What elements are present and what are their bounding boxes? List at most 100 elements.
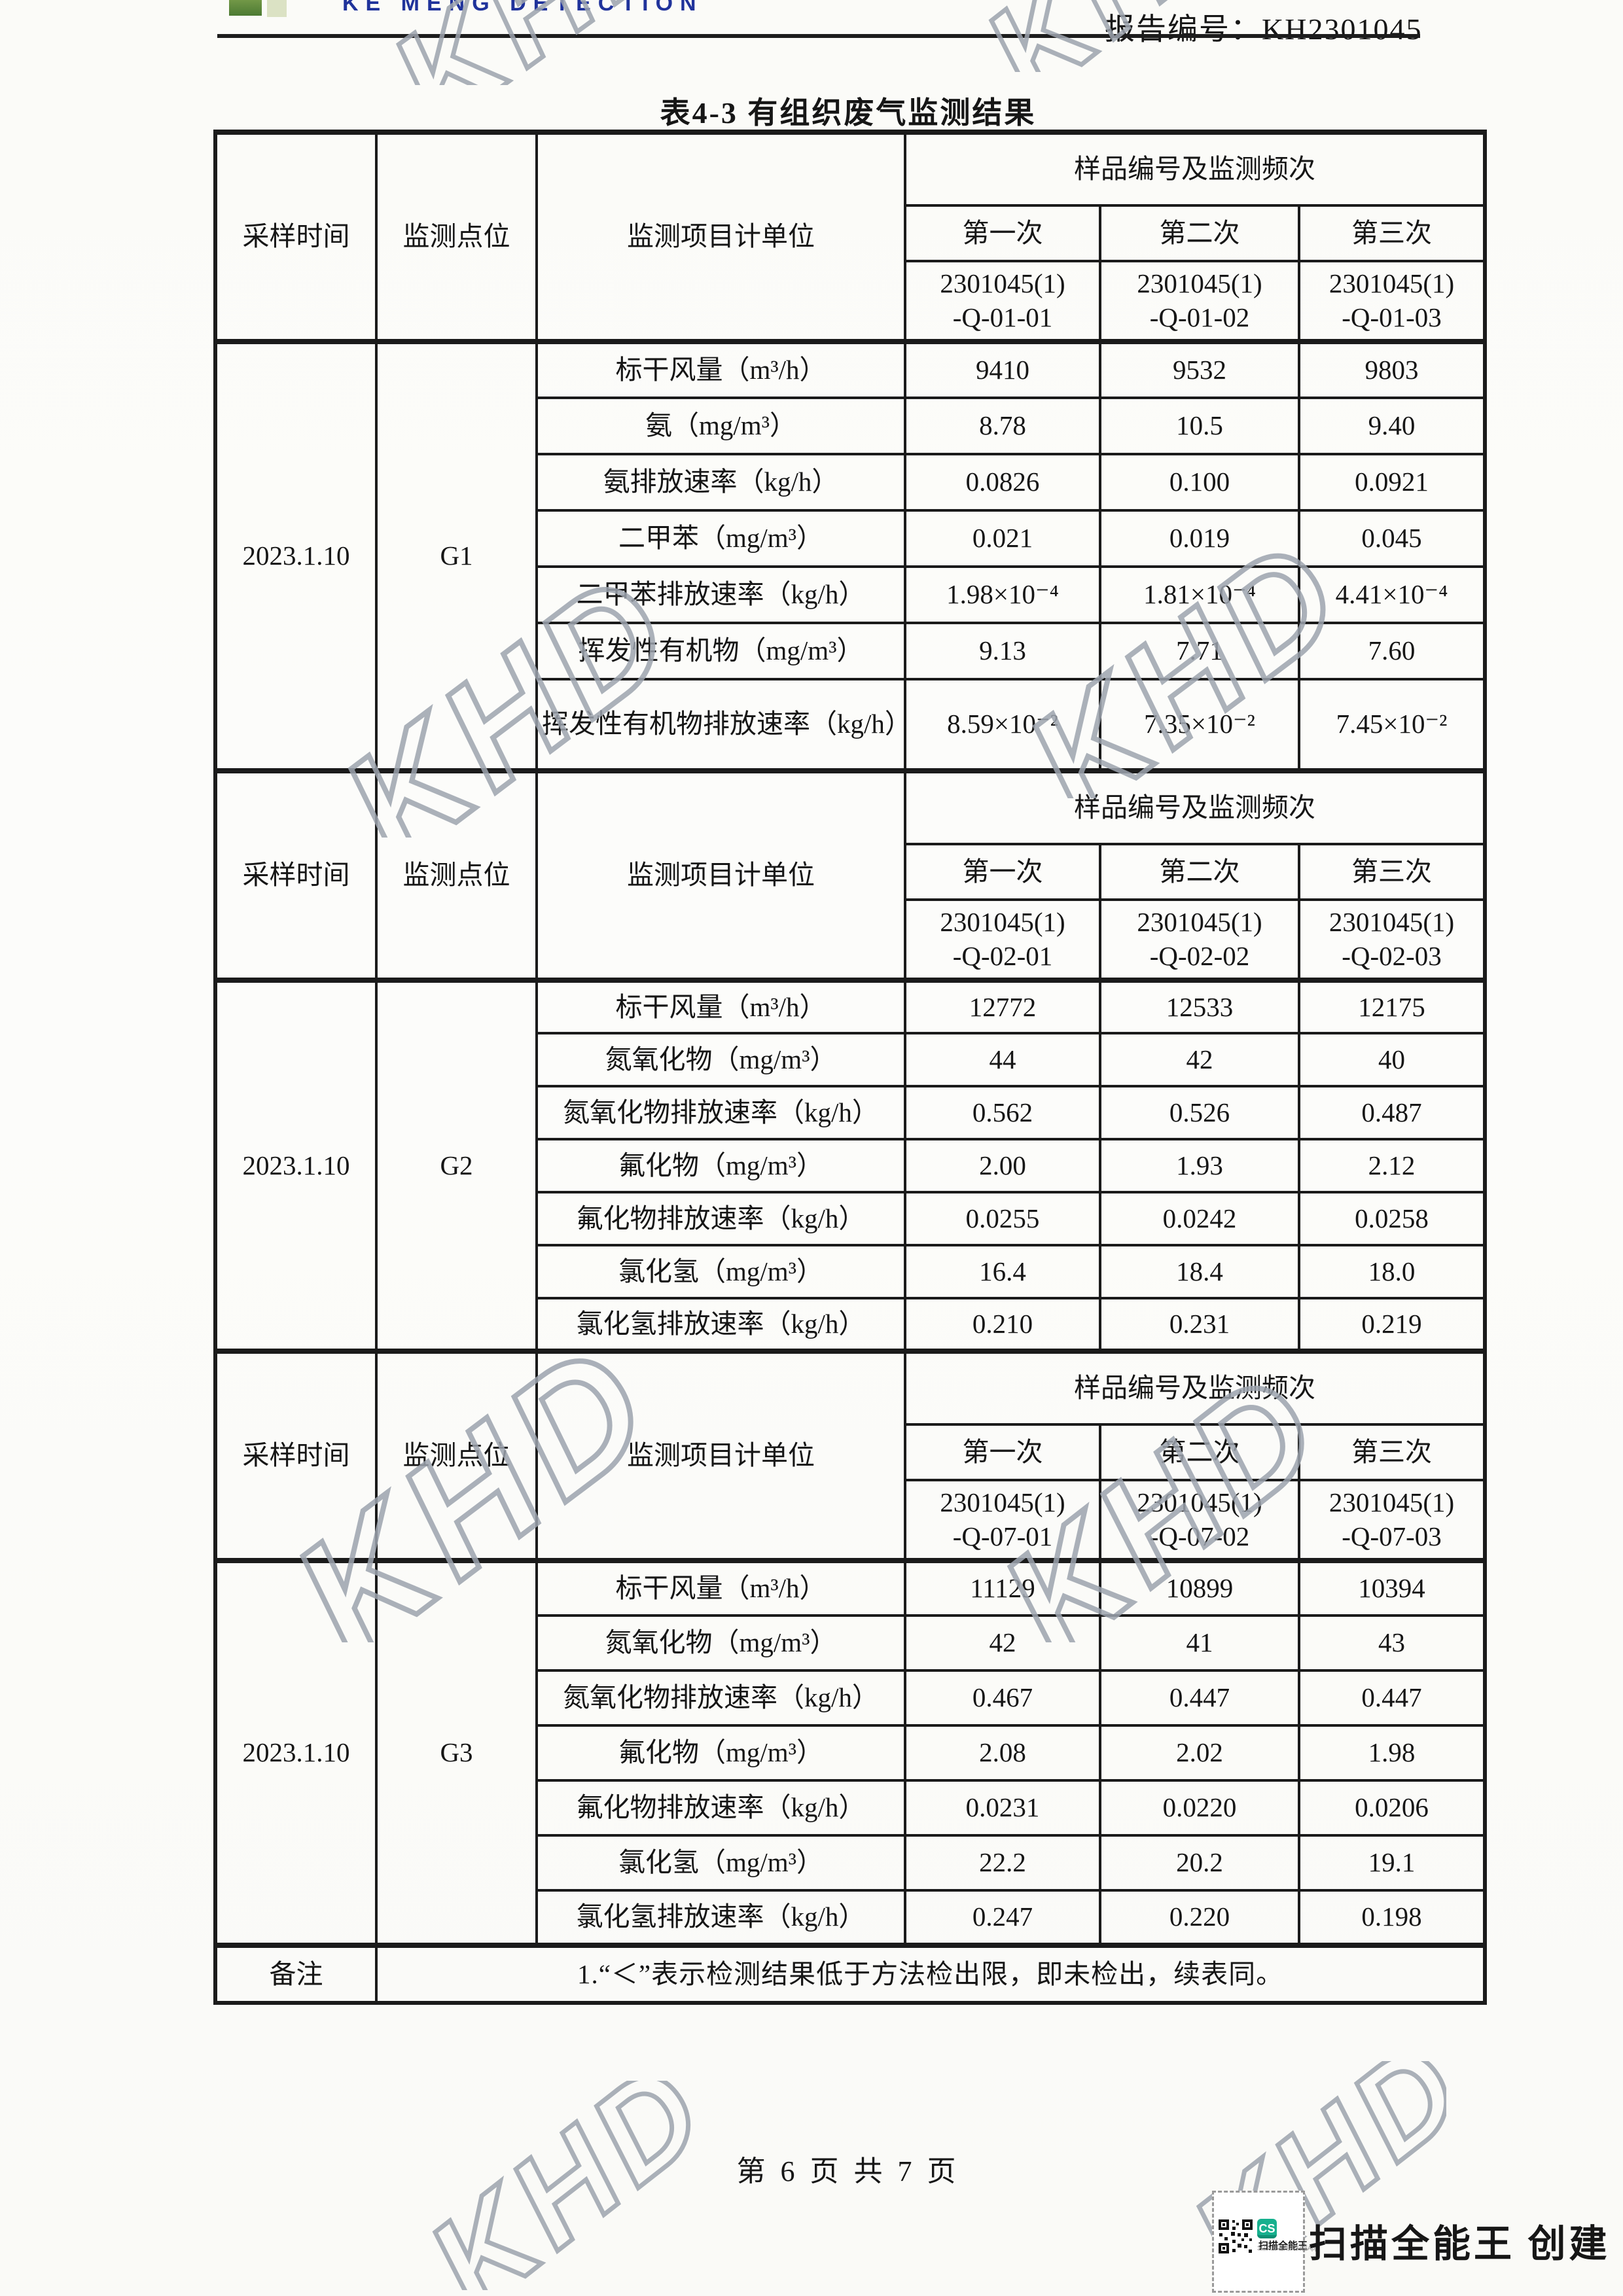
value-cell: 1.98×10⁻⁴ [904, 565, 1101, 624]
value-cell: 12175 [1297, 978, 1487, 1034]
row-label: 氯化氢排放速率（kg/h） [535, 1297, 906, 1352]
value-cell: 0.100 [1099, 453, 1300, 512]
value-cell: 7.60 [1297, 622, 1487, 680]
header-time-2: 第二次 [1099, 843, 1300, 901]
badge-app-name: 扫描全能王 [1258, 2240, 1308, 2252]
row-label: 氮氧化物排放速率（kg/h） [535, 1085, 906, 1140]
header-item: 监测项目计单位 [535, 1349, 906, 1562]
header-time-2: 第二次 [1099, 204, 1300, 262]
scan-app-badge: CS 扫描全能王 3亿人都在用的扫描App [1212, 2191, 1318, 2293]
value-cell: 0.198 [1297, 1889, 1487, 1947]
value-cell: 11129 [904, 1558, 1101, 1617]
header-time-2: 第二次 [1099, 1423, 1300, 1481]
value-cell: 2.02 [1099, 1724, 1300, 1782]
value-cell: 7.71 [1099, 622, 1300, 680]
value-cell: 8.59×10⁻² [904, 678, 1101, 772]
date-cell: 2023.1.10 [214, 978, 378, 1352]
row-label: 标干风量（m³/h） [535, 339, 906, 399]
value-cell: 44 [904, 1032, 1101, 1087]
value-cell: 41 [1099, 1614, 1300, 1672]
value-cell: 0.0220 [1099, 1779, 1300, 1837]
row-label: 标干风量（m³/h） [535, 1558, 906, 1617]
date-cell: 2023.1.10 [214, 1558, 378, 1947]
value-cell: 0.562 [904, 1085, 1101, 1140]
qr-code-icon [1218, 2219, 1253, 2254]
header-time-3: 第三次 [1297, 843, 1487, 901]
sample-id: 2301045(1) -Q-02-03 [1297, 898, 1487, 981]
sample-id: 2301045(1) -Q-01-01 [904, 260, 1101, 343]
remark-text: 1.“＜”表示检测结果低于方法检出限，即未检出，续表同。 [374, 1943, 1487, 2004]
value-cell: 4.41×10⁻⁴ [1297, 565, 1487, 624]
table-title: 表4-3 有组织废气监测结果 [660, 96, 1037, 130]
row-label: 氮氧化物排放速率（kg/h） [535, 1669, 906, 1727]
date-cell: 2023.1.10 [214, 339, 378, 772]
row-label: 二甲苯（mg/m³） [535, 509, 906, 568]
value-cell: 0.0242 [1099, 1191, 1300, 1246]
row-label: 标干风量（m³/h） [535, 978, 906, 1034]
value-cell: 12533 [1099, 978, 1300, 1034]
row-label: 氟化物（mg/m³） [535, 1138, 906, 1193]
header-point: 监测点位 [375, 768, 538, 981]
value-cell: 42 [904, 1614, 1101, 1672]
remark-label: 备注 [214, 1943, 378, 2004]
value-cell: 8.78 [904, 397, 1101, 455]
value-cell: 0.0921 [1297, 453, 1487, 512]
value-cell: 0.487 [1297, 1085, 1487, 1140]
value-cell: 0.210 [904, 1297, 1101, 1352]
logo-text: KE MENG DETECTION [342, 0, 704, 16]
value-cell: 10.5 [1099, 397, 1300, 455]
value-cell: 19.1 [1297, 1834, 1487, 1892]
value-cell: 40 [1297, 1032, 1487, 1087]
value-cell: 10394 [1297, 1558, 1487, 1617]
logo-mark-icon [229, 0, 262, 16]
value-cell: 2.08 [904, 1724, 1101, 1782]
value-cell: 9803 [1297, 339, 1487, 399]
report-number: 报告编号：KH2301045 [1105, 12, 1423, 46]
value-cell: 1.93 [1099, 1138, 1300, 1193]
value-cell: 2.00 [904, 1138, 1101, 1193]
value-cell: 9532 [1099, 339, 1300, 399]
header-sample-no: 样品编号及监测频次 [903, 130, 1487, 207]
value-cell: 0.019 [1099, 509, 1300, 568]
camscanner-logo-icon: CS [1257, 2219, 1277, 2238]
header-item: 监测项目计单位 [535, 130, 906, 343]
value-cell: 12772 [904, 978, 1101, 1034]
header-time-1: 第一次 [904, 843, 1101, 901]
value-cell: 7.35×10⁻² [1099, 678, 1300, 772]
sample-id: 2301045(1) -Q-02-02 [1099, 898, 1300, 981]
value-cell: 42 [1099, 1032, 1300, 1087]
value-cell: 0.0258 [1297, 1191, 1487, 1246]
sample-id: 2301045(1) -Q-07-03 [1297, 1479, 1487, 1562]
value-cell: 1.98 [1297, 1724, 1487, 1782]
value-cell: 7.45×10⁻² [1297, 678, 1487, 772]
value-cell: 20.2 [1099, 1834, 1300, 1892]
created-by-text: 扫描全能王 创建 [1309, 2223, 1611, 2265]
header-point: 监测点位 [375, 130, 538, 343]
sample-id: 2301045(1) -Q-01-02 [1099, 260, 1300, 343]
header-sample-no: 样品编号及监测频次 [903, 1349, 1487, 1426]
page-number: 第 6 页 共 7 页 [736, 2155, 960, 2187]
value-cell: 0.0206 [1297, 1779, 1487, 1837]
value-cell: 1.81×10⁻⁴ [1099, 565, 1300, 624]
logo-mark-icon [267, 0, 287, 17]
value-cell: 0.0826 [904, 453, 1101, 512]
header-sample-no: 样品编号及监测频次 [903, 768, 1487, 845]
header-rule [217, 34, 1420, 38]
monitoring-table: 采样时间 监测点位 监测项目计单位 样品编号及监测频次 第一次 第二次 第三次 … [213, 130, 1488, 2005]
header-time-3: 第三次 [1297, 1423, 1487, 1481]
sample-id: 2301045(1) -Q-01-03 [1297, 260, 1487, 343]
row-label: 氟化物排放速率（kg/h） [535, 1779, 906, 1837]
header-time-3: 第三次 [1297, 204, 1487, 262]
value-cell: 18.4 [1099, 1244, 1300, 1299]
header-sample-time: 采样时间 [214, 768, 378, 981]
header-sample-time: 采样时间 [214, 1349, 378, 1562]
header-sample-time: 采样时间 [214, 130, 378, 343]
row-label: 氟化物排放速率（kg/h） [535, 1191, 906, 1246]
sample-id: 2301045(1) -Q-07-01 [904, 1479, 1101, 1562]
row-label: 氯化氢（mg/m³） [535, 1834, 906, 1892]
sample-id: 2301045(1) -Q-07-02 [1099, 1479, 1300, 1562]
point-cell: G3 [375, 1558, 538, 1947]
row-label: 氯化氢（mg/m³） [535, 1244, 906, 1299]
header-time-1: 第一次 [904, 1423, 1101, 1481]
